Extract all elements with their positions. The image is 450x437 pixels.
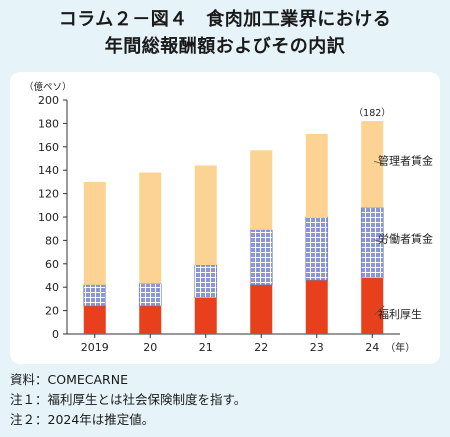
y-tick-label: 40: [45, 281, 59, 294]
y-tick-label: 120: [38, 188, 59, 201]
chart-title-line2: 年間総報酬額およびその内訳: [104, 36, 346, 57]
bar-segment: [249, 229, 273, 286]
y-tick-label: 20: [45, 305, 59, 318]
bar-segment: [83, 284, 107, 307]
x-tick-label: 2019: [81, 341, 109, 354]
note-1: 注１：福利厚生とは社会保険制度を指す。: [10, 392, 247, 407]
y-tick-label: 100: [38, 211, 59, 224]
stacked-bar-chart: 0 20 40 60 80 100 120 140 160 180 200（億ペソ） 2019 20 21…: [24, 81, 433, 354]
bar-segment: [250, 150, 273, 230]
bar-segment: [139, 305, 162, 334]
y-axis-unit: （億ペソ）: [24, 81, 72, 93]
chart-panel: 0 20 40 60 80 100 120 140 160 180 200 （億ペソ） 2019 20 21…: [10, 72, 440, 364]
y-tick-label: 160: [38, 141, 59, 154]
y-tick-label: 180: [38, 117, 59, 130]
x-tick-label: 22: [254, 341, 268, 354]
bar-segment: [361, 121, 384, 208]
bar-segment: [194, 264, 218, 299]
note-2: 注２：2024年は推定値。: [10, 412, 155, 427]
series-label: 福利厚生: [378, 307, 422, 321]
x-tick-label: 23: [310, 341, 324, 354]
y-tick-label: 0: [52, 328, 59, 341]
bar-total-annotation: （182）: [354, 107, 391, 119]
bar-segment: [138, 283, 162, 307]
chart-title-line1: コラム２－図４ 食肉加工業界における: [58, 9, 392, 30]
y-tick-label: 80: [45, 234, 59, 247]
y-tick-label: 140: [38, 164, 59, 177]
bar-segment: [361, 277, 384, 334]
y-tick-label: 60: [45, 258, 59, 271]
note-source: 資料：COMECARNE: [10, 372, 128, 387]
bar-segment: [305, 133, 328, 217]
chart-title: コラム２－図４ 食肉加工業界における 年間総報酬額およびその内訳: [0, 6, 450, 60]
bar-segment: [83, 181, 106, 285]
bar-segment: [83, 305, 106, 334]
bar-segment: [305, 216, 329, 281]
series-leader-line: [373, 160, 385, 165]
x-tick-label: 24: [365, 341, 379, 354]
bar-segment: [250, 284, 273, 334]
series-label: 管理者賃金: [378, 153, 433, 167]
bar-segment: [305, 280, 328, 334]
x-tick-label: 20: [143, 341, 157, 354]
series-leader-line: [373, 239, 385, 244]
bar-segment: [194, 297, 217, 334]
bar-segment: [194, 165, 217, 265]
x-axis-unit: （年）: [385, 341, 415, 354]
series-label: 労働者賃金: [378, 232, 433, 246]
source-notes: 資料：COMECARNE 注１：福利厚生とは社会保険制度を指す。 注２：2024…: [10, 370, 440, 430]
y-tick-label: 200: [38, 94, 59, 107]
series-leader-line: [373, 305, 385, 316]
x-tick-label: 21: [199, 341, 213, 354]
bar-segment: [139, 172, 162, 284]
